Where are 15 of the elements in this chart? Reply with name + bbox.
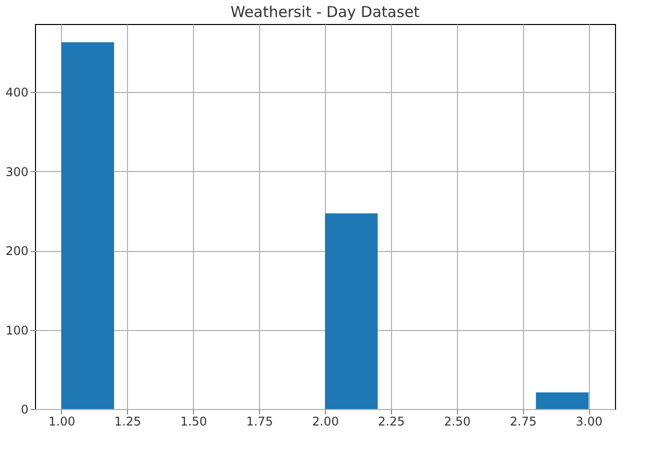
y-tick-label: 0	[20, 402, 28, 416]
x-tick-label: 2.25	[378, 414, 405, 428]
chart-title: Weathersit - Day Dataset	[230, 3, 420, 21]
x-tick-label: 1.50	[180, 414, 208, 428]
y-tick-label: 100	[6, 323, 28, 338]
y-tick-label: 200	[6, 244, 28, 258]
x-tick-label: 1.00	[48, 414, 76, 428]
x-tick-label: 1.75	[246, 414, 273, 428]
x-tick-label: 2.00	[312, 414, 339, 428]
x-tick-label: 1.25	[114, 414, 142, 428]
x-tick-label: 2.75	[510, 414, 537, 428]
x-tick-label: 2.50	[444, 414, 471, 428]
y-tick-label: 300	[6, 164, 28, 179]
x-tick-label: 3.00	[576, 414, 602, 428]
y-tick-label: 400	[6, 86, 28, 100]
